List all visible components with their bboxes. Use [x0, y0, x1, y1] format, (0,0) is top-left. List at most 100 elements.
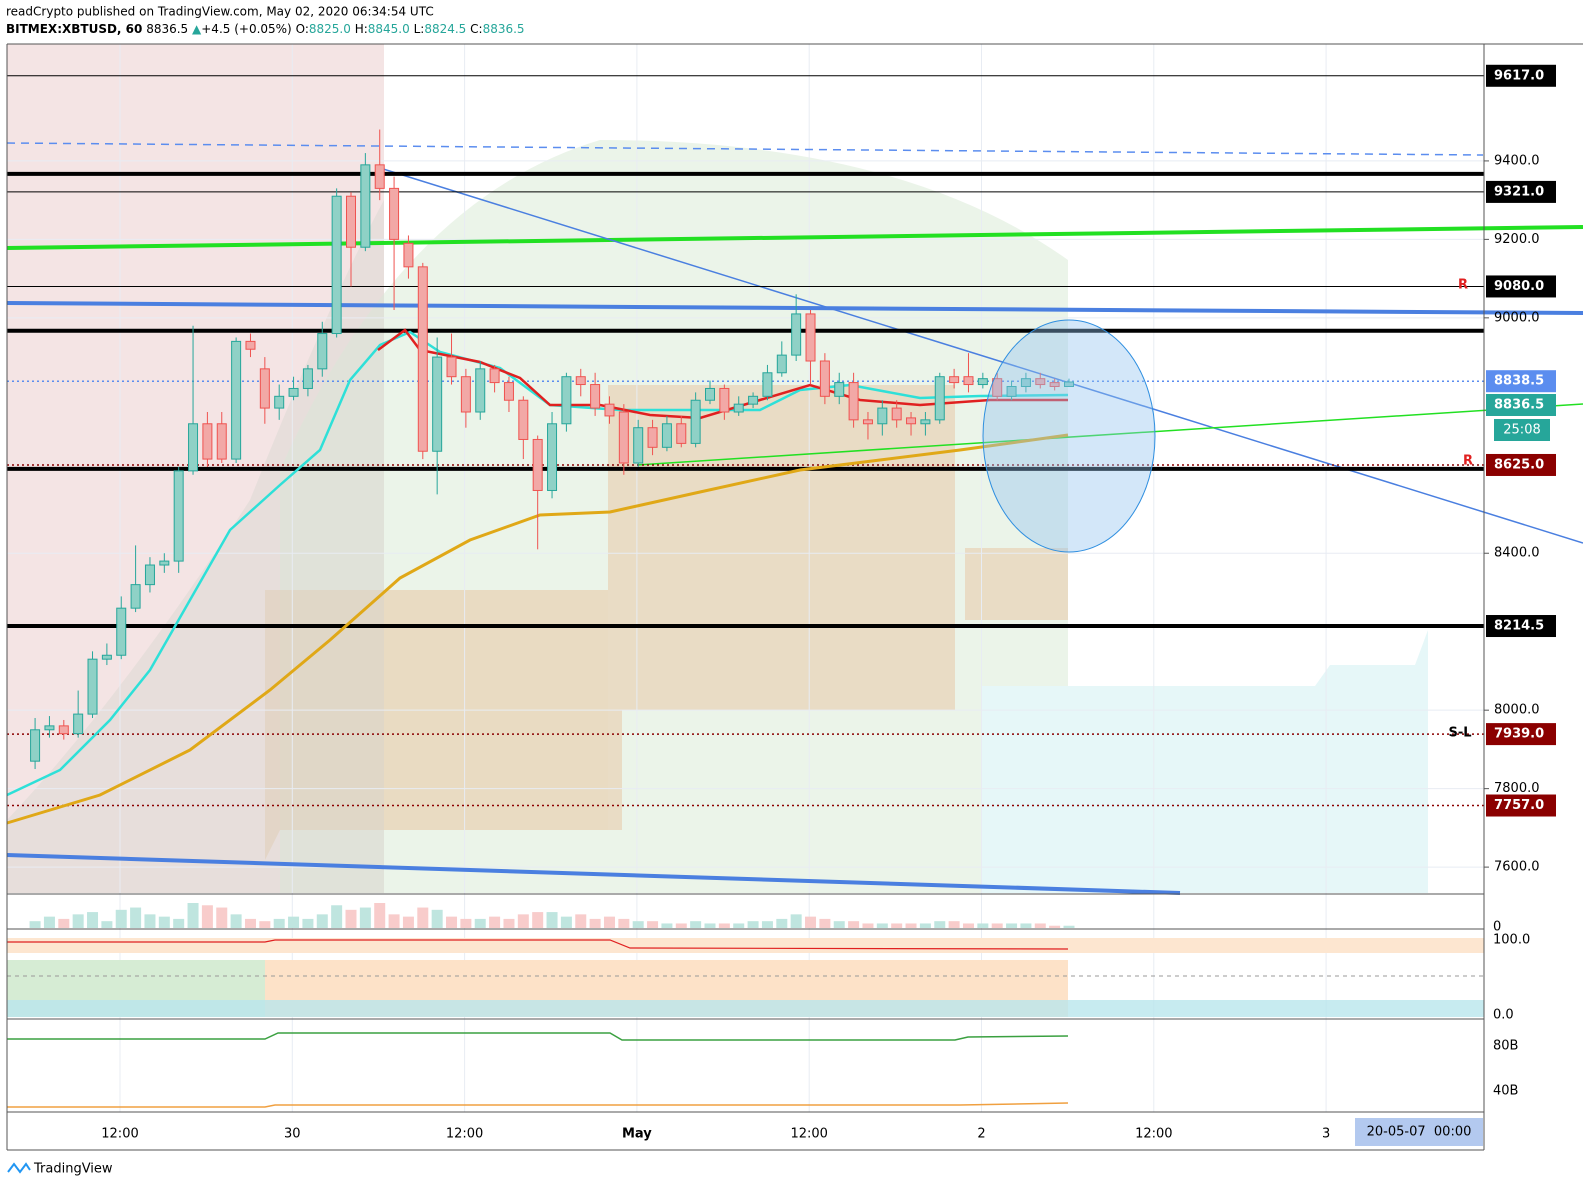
volume-bar	[848, 921, 860, 928]
price-label: 8625.0	[1494, 457, 1544, 472]
volume-bar	[1020, 923, 1032, 928]
volume-bar	[891, 923, 903, 928]
volume-bar	[589, 918, 601, 928]
candle-body	[805, 313, 816, 362]
candle-body	[1020, 378, 1031, 388]
published: readCrypto published on TradingView.com,…	[6, 5, 434, 19]
volume-bar	[761, 921, 773, 928]
volume-bar	[575, 914, 587, 928]
candle-body	[144, 564, 155, 586]
candle-body	[245, 340, 256, 350]
candle-body	[719, 387, 730, 413]
volume-bar	[733, 923, 745, 928]
candle-body	[403, 242, 414, 268]
candle-body	[259, 368, 270, 409]
volume-bar	[934, 921, 946, 928]
candle-body	[561, 376, 572, 425]
x-tick-label: 12:00	[101, 1127, 138, 1142]
price-label: 7757.0	[1494, 798, 1544, 813]
candle-body	[877, 407, 888, 425]
arrow: ▲	[192, 22, 202, 36]
candle-body	[547, 423, 558, 491]
candle-body	[389, 187, 400, 240]
volume-bar	[1049, 925, 1061, 928]
volume-bar	[948, 921, 960, 928]
cloud	[265, 590, 608, 860]
change: +4.5 (+0.05%)	[201, 22, 292, 36]
volume-bar	[331, 905, 343, 928]
price-label: 9321.0	[1494, 184, 1544, 199]
candle-body	[891, 407, 902, 421]
price-label: 9617.0	[1494, 68, 1544, 83]
candle-body	[791, 313, 802, 356]
volume-bar	[790, 914, 802, 928]
volume-bar	[29, 921, 41, 928]
volume-bar	[388, 914, 400, 928]
volume-bar	[72, 914, 84, 928]
candle-body	[331, 195, 342, 335]
volume-bar	[1063, 925, 1075, 928]
volume-bar	[962, 923, 974, 928]
cloud	[982, 630, 1428, 893]
candle-body	[532, 438, 543, 491]
candle-body	[274, 395, 285, 409]
volume-bar	[833, 921, 845, 928]
candle-body	[733, 403, 744, 413]
volume-bar	[359, 907, 371, 928]
candle-body	[1006, 386, 1017, 397]
volume-bar	[173, 918, 185, 928]
candle-body	[776, 354, 787, 374]
price-label-bg	[1486, 615, 1556, 638]
candle-body	[503, 382, 514, 401]
volume-bar	[690, 921, 702, 928]
y-tick-label: 9200.0	[1494, 232, 1540, 247]
candle-body	[1064, 381, 1074, 388]
volume-bar	[87, 912, 99, 928]
volume-bar	[632, 921, 644, 928]
volume-bar	[1034, 923, 1046, 928]
volume-bar	[876, 923, 888, 928]
volume-bar	[474, 918, 486, 928]
price-label-bg	[1486, 64, 1556, 87]
price-label-bg	[1486, 723, 1556, 746]
candle-body	[762, 372, 773, 397]
candle-body	[288, 387, 299, 397]
candle-body	[690, 399, 701, 444]
volume-bar	[503, 918, 515, 928]
candle-body	[202, 423, 213, 460]
x-tick-label: 12:00	[790, 1127, 827, 1142]
volume-bar	[747, 921, 759, 928]
brand: TradingView	[33, 1162, 113, 1177]
y-tick-label: 7600.0	[1494, 860, 1540, 875]
candle-body	[302, 368, 313, 389]
volume-bar	[130, 907, 142, 928]
volume-bar	[302, 918, 314, 928]
volume-bar	[517, 914, 529, 928]
candle-body	[575, 376, 586, 386]
volume-bar	[374, 903, 386, 928]
volume-bar	[805, 916, 817, 928]
candle-body	[633, 427, 644, 464]
candle-body	[116, 607, 127, 656]
volume-bar	[661, 923, 673, 928]
candle-body	[58, 725, 69, 735]
logo	[7, 1162, 31, 1174]
price-label: 7939.0	[1494, 727, 1544, 742]
volume-bar	[115, 909, 127, 928]
cloud	[608, 385, 955, 830]
volume-bar	[288, 916, 300, 928]
h: 8845.0	[368, 22, 410, 36]
trend-line	[6, 853, 1181, 895]
candle-body	[101, 654, 112, 660]
h-label: H:	[355, 22, 368, 36]
price-label-bg	[1486, 453, 1556, 476]
candle-body	[934, 376, 945, 421]
y-tick-label: 8400.0	[1494, 546, 1540, 561]
volume-bar	[603, 916, 615, 928]
candle-body	[590, 384, 601, 409]
candle-body	[949, 376, 960, 384]
volume-bar	[101, 921, 113, 928]
l: 8824.5	[424, 22, 466, 36]
annotation: R	[1458, 278, 1468, 293]
candle-body	[460, 376, 471, 413]
